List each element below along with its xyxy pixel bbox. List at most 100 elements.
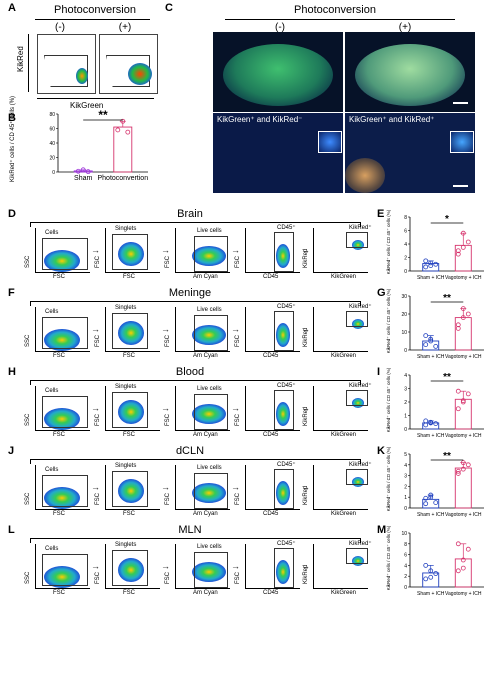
- cell-cluster: [276, 244, 290, 268]
- cell-cluster: [192, 246, 226, 266]
- data-point: [465, 546, 471, 552]
- y-axis-label: FSC: [95, 256, 101, 268]
- cell-cluster: [118, 400, 144, 424]
- panel-c-neg: (-): [275, 22, 285, 33]
- data-point: [428, 568, 434, 574]
- cell-cluster: [352, 556, 364, 566]
- gate-label: Live cells: [197, 307, 222, 313]
- arrow-icon: →: [161, 403, 170, 413]
- y-tick-label: 20: [49, 156, 55, 162]
- data-point: [428, 494, 434, 500]
- x-axis-label: FSC: [123, 590, 135, 596]
- data-point: [455, 248, 461, 254]
- panel-h-title: Blood: [175, 366, 205, 378]
- panel-c-title: Photoconversion: [294, 4, 376, 16]
- data-point: [460, 565, 466, 571]
- y-axis-label: SSC: [25, 334, 31, 347]
- gate: [112, 313, 148, 349]
- data-point: [455, 471, 461, 476]
- data-point: [460, 399, 466, 405]
- flow-plot: [245, 386, 300, 431]
- arrow-icon: →: [91, 245, 100, 255]
- section-bracket: [30, 301, 360, 302]
- category-label: Vagotomy + ICH: [445, 433, 482, 439]
- gate: [42, 475, 88, 507]
- data-point: [428, 336, 434, 342]
- scale-bar: [453, 102, 468, 104]
- panel-f-title: Meninge: [168, 287, 212, 299]
- data-point: [80, 167, 86, 173]
- gate: [346, 548, 368, 564]
- y-tick-label: 2: [404, 574, 407, 580]
- section-bracket: [30, 380, 360, 381]
- cell-cluster: [44, 487, 80, 509]
- panel-b-chart: 0 20 40 60 80 Sham Photoconvertion **: [49, 110, 148, 182]
- gate-label: CD45⁺: [277, 225, 296, 231]
- panel-l-title: MLN: [178, 524, 202, 536]
- cell-cluster: [276, 560, 290, 584]
- data-point: [423, 563, 429, 568]
- gate-label: KikRed⁺: [349, 383, 372, 389]
- flow-plot: [313, 544, 368, 589]
- x-axis-label: FSC: [53, 590, 65, 596]
- bracket-tick: [30, 459, 31, 464]
- gate-label: Cells: [45, 467, 59, 473]
- gate-label: Cells: [45, 230, 59, 236]
- data-point: [465, 239, 471, 245]
- gate: [194, 236, 228, 272]
- panel-c-bracket: [225, 19, 455, 20]
- category-label: Vagotomy + ICH: [445, 275, 482, 281]
- panel-c-pos: (+): [398, 22, 412, 33]
- data-point: [460, 466, 466, 472]
- panel-a-ylabel: KikRed: [16, 46, 25, 72]
- y-axis-label: FSC: [95, 414, 101, 426]
- cell-cluster: [118, 242, 144, 266]
- panel-j-label: J: [8, 445, 15, 457]
- data-point: [455, 468, 461, 474]
- data-point: [433, 571, 439, 576]
- data-point: [433, 261, 439, 267]
- flow-plot: [175, 228, 230, 273]
- data-point: [423, 258, 429, 264]
- x-axis-label: FSC: [53, 432, 65, 438]
- y-axis-label: KikRed⁺ cells / CD 45⁺ cells (%): [386, 446, 391, 511]
- arrow-icon: →: [91, 561, 100, 571]
- x-axis-label: Am Cyan: [193, 353, 218, 359]
- bracket-tick: [30, 380, 31, 385]
- y-tick-label: 80: [49, 112, 55, 118]
- y-axis-label: FSC: [165, 414, 171, 426]
- panel-m-label: M: [377, 524, 387, 536]
- flow-plot: [313, 307, 368, 352]
- arrow-icon: →: [231, 245, 240, 255]
- data-point: [423, 264, 429, 270]
- panel-b-ylabel: KikRed⁺ cells / CD 45⁺ cells (%): [10, 95, 16, 182]
- y-axis-label: SSC: [25, 571, 31, 584]
- data-point: [465, 311, 471, 317]
- x-axis-label: KikGreen: [331, 353, 357, 359]
- flow-plot: [313, 465, 368, 510]
- y-axis-label: KikRed⁺ cells / CD 45⁺ cells (%): [386, 209, 391, 274]
- data-point: [460, 306, 466, 312]
- data-point: [75, 168, 81, 174]
- gate: [346, 232, 368, 248]
- arrow-icon: →: [231, 324, 240, 334]
- x-axis-label: FSC: [123, 432, 135, 438]
- arrow-icon: →: [161, 482, 170, 492]
- y-tick-label: 20: [401, 312, 407, 318]
- y-tick-label: 0: [404, 506, 407, 512]
- data-point: [465, 391, 471, 397]
- brain-tissue: [355, 44, 465, 106]
- panel-a-plot-pos: [99, 34, 158, 94]
- flow-plot: [245, 307, 300, 352]
- flow-plot: [175, 465, 230, 510]
- significance-label: **: [443, 293, 451, 304]
- gate-label: Live cells: [197, 544, 222, 550]
- cell-cluster: [76, 68, 88, 84]
- data-point: [433, 344, 439, 349]
- panel-i-chart: 0 1 2 3 4 Sham + ICH Vagotomy + ICH ** KikRed⁺ c…: [386, 367, 484, 439]
- bar: [454, 317, 472, 351]
- gate-label: Singlets: [115, 384, 137, 390]
- gate-label: KikRed⁺: [349, 462, 372, 468]
- cell-cluster: [44, 566, 80, 588]
- y-tick-label: 30: [401, 294, 407, 300]
